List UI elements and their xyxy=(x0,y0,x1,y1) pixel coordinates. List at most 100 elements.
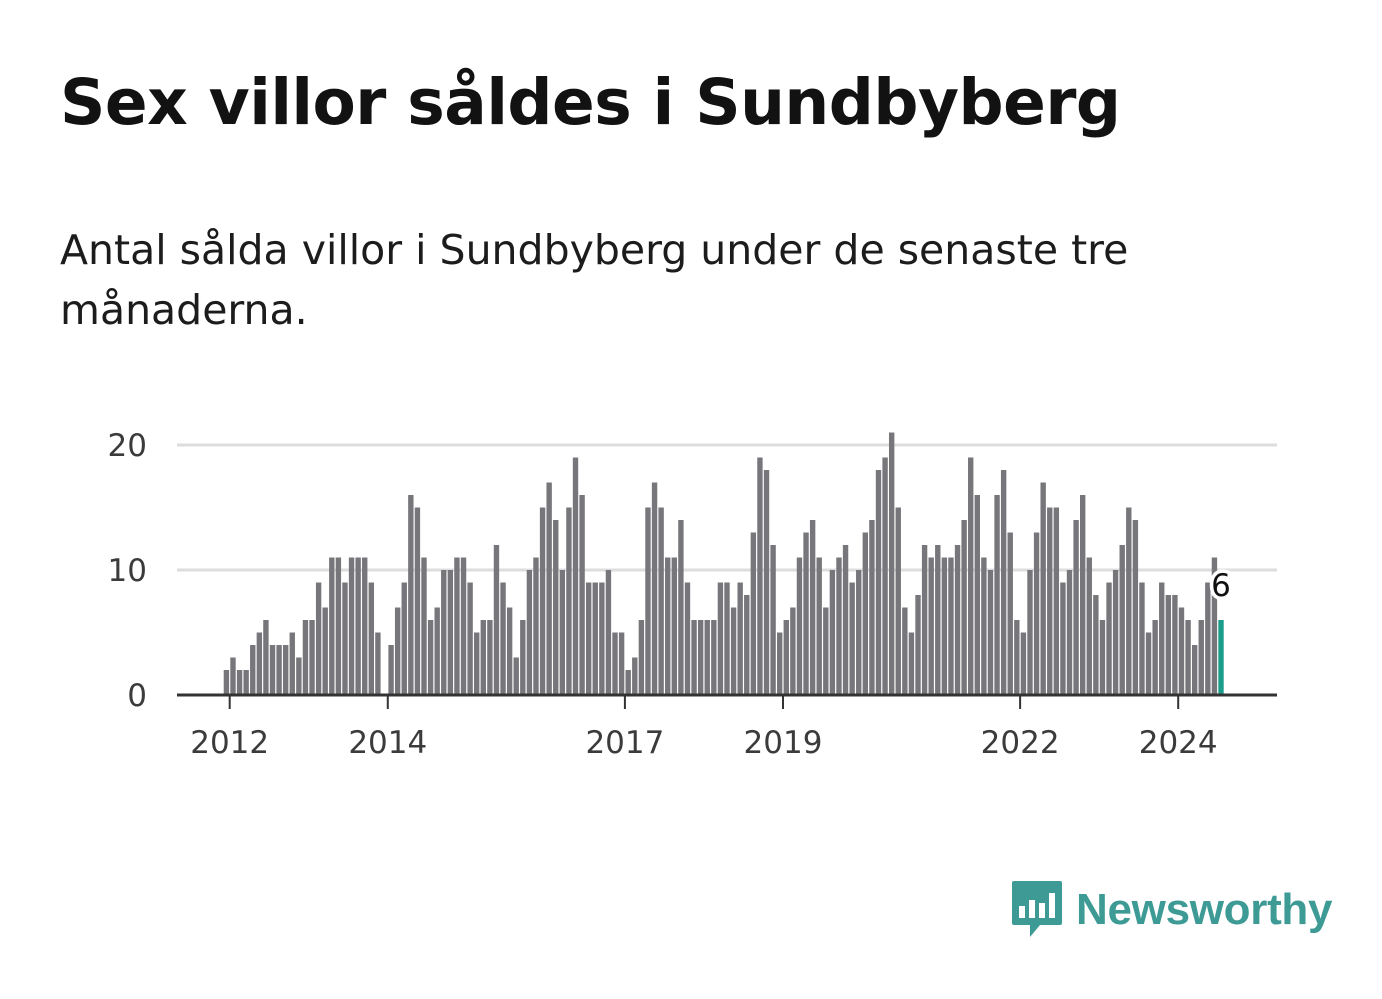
bar xyxy=(1211,557,1218,695)
bar xyxy=(796,557,803,695)
bar xyxy=(348,557,355,695)
bar xyxy=(862,532,869,695)
bar xyxy=(1112,570,1119,695)
x-tick-label: 2017 xyxy=(585,725,664,761)
bar xyxy=(730,607,737,695)
bar xyxy=(618,632,625,695)
bar-chart: 0 10 20 2012 2014 2017 2019 2022 2024 6 xyxy=(108,428,1277,761)
bar xyxy=(1027,570,1033,695)
bar xyxy=(434,607,440,695)
bar xyxy=(414,507,421,695)
bar xyxy=(487,620,493,695)
bar xyxy=(454,557,460,695)
bar xyxy=(1099,620,1106,695)
bar xyxy=(645,507,651,695)
bar xyxy=(665,557,671,695)
x-tick-label: 2014 xyxy=(348,725,427,761)
bar xyxy=(506,607,513,695)
bar xyxy=(954,545,961,695)
bar xyxy=(263,620,269,695)
x-tick-label: 2019 xyxy=(744,725,823,761)
bar xyxy=(599,582,605,695)
bar xyxy=(704,620,710,695)
bar xyxy=(520,620,526,695)
bar xyxy=(579,495,585,695)
y-tick-label: 10 xyxy=(108,553,147,589)
bar xyxy=(1053,507,1060,695)
bar xyxy=(1152,620,1158,695)
bar xyxy=(981,557,987,695)
bar xyxy=(941,557,948,695)
x-tick-label: 2012 xyxy=(190,725,269,761)
bar xyxy=(783,620,789,695)
bar xyxy=(1191,645,1198,695)
bar xyxy=(750,532,757,695)
bar xyxy=(948,557,954,695)
bar xyxy=(1073,520,1079,695)
bar xyxy=(572,457,579,695)
bar xyxy=(625,670,631,695)
bar xyxy=(928,557,934,695)
bar xyxy=(849,582,855,695)
bar xyxy=(243,670,249,695)
bar xyxy=(1139,582,1145,695)
bar xyxy=(592,582,598,695)
bar xyxy=(1007,532,1013,695)
bar xyxy=(546,482,552,695)
bar xyxy=(757,457,763,695)
bar xyxy=(856,570,862,695)
bar xyxy=(651,482,658,695)
bar xyxy=(678,520,684,695)
bar xyxy=(961,520,967,695)
bar xyxy=(467,582,473,695)
x-tick-label: 2022 xyxy=(981,725,1060,761)
bar xyxy=(902,607,908,695)
bar xyxy=(460,557,467,695)
bar xyxy=(296,657,302,695)
bar xyxy=(474,632,480,695)
y-tick-label: 20 xyxy=(108,428,147,464)
bar xyxy=(1060,582,1066,695)
bar xyxy=(276,645,282,695)
bar xyxy=(269,645,276,695)
bar xyxy=(605,570,612,695)
bar xyxy=(401,582,407,695)
bar xyxy=(1093,595,1099,695)
bar xyxy=(1047,507,1053,695)
bar xyxy=(1000,470,1007,695)
bar xyxy=(770,545,776,695)
bar xyxy=(829,570,836,695)
bar xyxy=(697,620,704,695)
bar xyxy=(1033,532,1040,695)
bar xyxy=(1185,620,1191,695)
bar xyxy=(790,607,796,695)
bar xyxy=(302,620,309,695)
bar xyxy=(1066,570,1073,695)
bar xyxy=(526,570,533,695)
bar xyxy=(408,495,414,695)
bar xyxy=(737,582,743,695)
bar xyxy=(803,532,809,695)
bar xyxy=(236,670,243,695)
bar xyxy=(322,607,328,695)
bar xyxy=(809,520,816,695)
bar xyxy=(1079,495,1086,695)
bar xyxy=(1014,620,1020,695)
bar xyxy=(816,557,822,695)
bar xyxy=(744,595,750,695)
logo-text: Newsworthy xyxy=(1076,885,1333,934)
bar xyxy=(250,645,256,695)
newsworthy-chart-bubble-icon xyxy=(1012,881,1062,937)
bar xyxy=(632,657,638,695)
bar xyxy=(994,495,1000,695)
bar xyxy=(1205,582,1211,695)
bar xyxy=(691,620,697,695)
bar xyxy=(1178,607,1185,695)
bar xyxy=(777,632,783,695)
bar xyxy=(421,557,427,695)
bar xyxy=(638,620,645,695)
bar xyxy=(658,507,664,695)
bar xyxy=(362,557,368,695)
bar xyxy=(1165,595,1172,695)
newsworthy-logo[interactable]: Newsworthy xyxy=(1010,879,1332,941)
